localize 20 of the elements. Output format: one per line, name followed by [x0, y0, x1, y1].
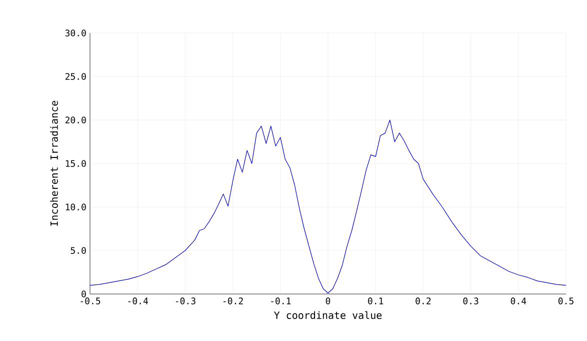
x-tick-label: -0.2	[224, 298, 243, 304]
y-tick-label: 15.0	[66, 160, 86, 167]
x-tick-label: 0.5	[558, 298, 574, 304]
x-tick-label: -0.5	[80, 298, 100, 304]
x-tick-label: -0.1	[271, 298, 291, 304]
y-tick-label: 20.0	[65, 116, 86, 124]
y-tick-label: 25.0	[65, 73, 86, 80]
x-tick-label: -0.3	[176, 298, 196, 304]
y-axis-title: Incoherent Irradiance	[50, 100, 58, 226]
x-tick-label: -0.4	[128, 298, 148, 304]
x-tick-label: 0.4	[510, 298, 526, 304]
x-tick-label: 0.2	[416, 298, 431, 304]
y-tick-label: 5.0	[70, 247, 86, 254]
x-tick-label: 0	[326, 298, 330, 304]
y-tick-label: 0	[82, 290, 86, 298]
x-tick-label: 0.1	[368, 298, 384, 304]
x-tick-label: 0.3	[463, 298, 478, 304]
y-tick-label: 10.0	[66, 204, 86, 210]
x-axis-title: Y coordinate value	[274, 311, 382, 319]
y-tick-label: 30.0	[65, 30, 86, 36]
